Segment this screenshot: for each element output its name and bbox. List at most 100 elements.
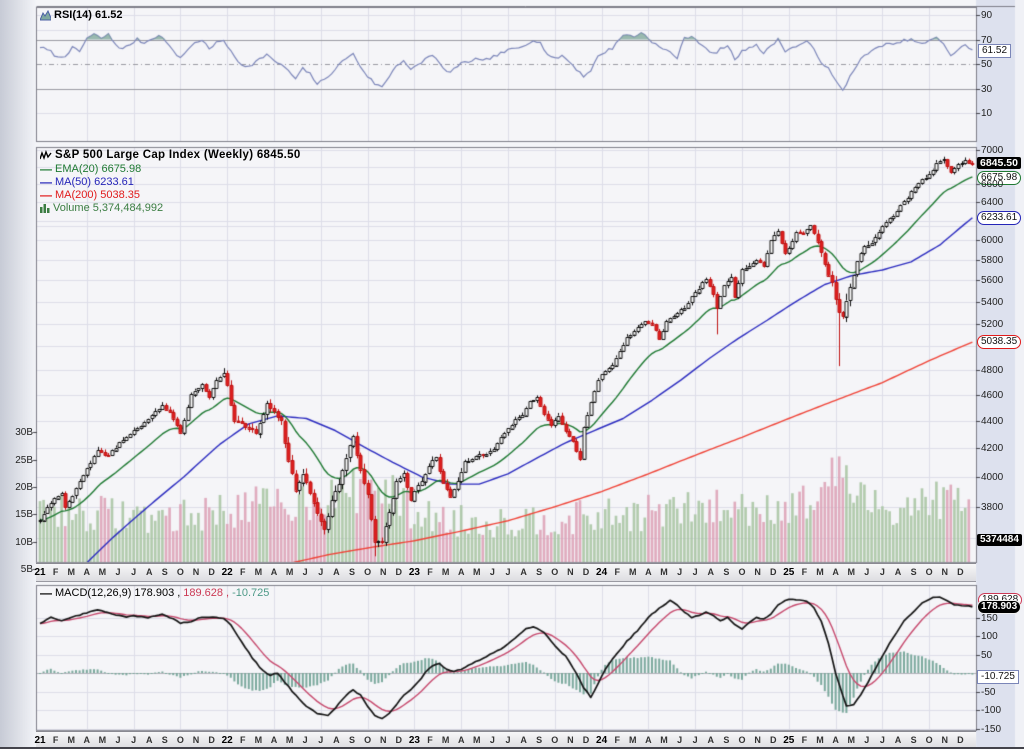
volume-axis-tick: 25B [15,454,33,466]
page-bottom-border [0,747,1024,749]
month-axis-label: D [395,735,403,745]
month-axis-label: M [254,735,263,745]
month-axis-label: F [427,567,433,577]
month-axis-label: O [176,735,184,745]
chart-type-icon [40,149,52,160]
volume-icon [40,204,50,213]
month-axis-label: M [67,567,75,577]
price-title-label: S&P 500 Large Cap Index (Weekly) 6845.50 [55,149,301,161]
macd-value-box: 178.903 [977,600,1022,614]
rsi-axis-tick: 90 [981,10,993,21]
month-axis-label: J [505,735,511,745]
year-axis-label: 24 [596,566,608,578]
month-axis-label: M [847,735,855,745]
month-axis-label: J [131,567,137,577]
macd-legend: — MACD(12,26,9) 178.903, 189.628, -10.72… [40,586,270,600]
month-axis-label: M [441,735,450,745]
month-axis-label: A [707,567,715,577]
ema20-legend: — EMA(20) 6675.98 [40,163,141,175]
rsi-legend-label: RSI(14) 61.52 [54,9,123,21]
month-axis-label: J [115,567,121,577]
ma200-legend: — MA(200) 5038.35 [40,189,140,201]
month-axis-label: S [348,567,356,577]
month-axis-label: S [723,735,730,745]
macd-axis-tick: -150 [981,723,1002,735]
month-axis-label: A [457,567,465,577]
month-axis-label: M [847,567,855,577]
month-axis-label: D [957,735,964,745]
price-axis-tick: 6400 [981,197,1004,209]
rsi-legend: RSI(14) 61.52 [40,9,122,21]
price-title: S&P 500 Large Cap Index (Weekly) 6845.50 [40,149,301,161]
month-axis-label: F [240,735,246,745]
ma50-legend: — MA(50) 6233.61 [40,176,134,188]
year-axis-label: 25 [783,566,795,578]
month-axis-label: O [364,735,372,745]
month-axis-label: J [302,567,308,577]
macd-axis-tick: -50 [981,686,996,698]
month-axis-label: J [692,735,698,745]
month-axis-label: D [208,567,215,577]
month-axis-label: O [176,567,184,577]
month-axis-label: O [925,735,933,745]
year-axis-label: 21 [34,566,46,578]
ma50-value-box: 6233.61 [977,211,1022,225]
month-axis-label: S [536,735,543,745]
macd-legend-name: MACD(12,26,9) [55,587,132,599]
month-axis-label: J [879,567,885,577]
volume-axis-tick: 5B [20,564,33,576]
macd-signal-value: 189.628 [183,587,224,599]
month-axis-label: A [333,735,340,745]
volume-value-box: 5374484 [977,534,1022,546]
month-axis-label: J [115,735,121,745]
price-axis-tick: 6600 [981,179,1004,191]
macd-hist-value: -10.725 [232,587,270,599]
month-axis-label: M [285,567,294,577]
month-axis-label: O [551,567,559,577]
price-axis-tick: 5800 [981,254,1004,266]
year-axis-label: 23 [408,734,420,746]
month-axis-label: D [769,735,777,745]
month-axis-label: A [894,735,902,745]
month-axis-label: N [379,567,387,577]
ma200-legend-label: MA(200) 5038.35 [55,189,140,201]
month-axis-label: F [240,567,246,577]
ema20-swatch: — [40,162,52,176]
indicator-icon [40,9,51,20]
month-axis-label: A [894,567,902,577]
month-axis-label: F [801,735,808,745]
month-axis-label: F [614,735,620,745]
ema20-value-box: 6675.98 [977,171,1022,185]
month-axis-label: S [161,567,168,577]
month-axis-label: M [816,735,824,745]
month-axis-label: J [318,567,324,577]
month-axis-label: M [629,567,637,577]
month-axis-label: M [660,567,668,577]
month-axis-label: M [816,567,824,577]
month-axis-label: O [551,735,559,745]
price-axis-tick: 6000 [981,235,1004,247]
month-axis-label: A [520,735,527,745]
price-axis-tick: 4000 [981,471,1004,483]
month-axis-label: S [910,567,917,577]
macd-legend-value: 178.903 [134,587,175,599]
volume-axis-tick: 10B [15,536,33,548]
month-axis-label: N [754,735,761,745]
volume-legend-label: Volume 5,374,484,992 [53,202,164,214]
month-axis-label: D [582,735,590,745]
ma200-value-box: 5038.35 [977,335,1022,349]
rsi-axis-tick: 10 [981,108,993,119]
month-axis-label: F [614,567,620,577]
price-axis-tick: 4600 [981,390,1004,402]
month-axis-label: A [707,735,715,745]
month-axis-label: J [489,735,495,745]
month-axis-label: J [677,567,683,577]
month-axis-label: A [145,735,153,745]
month-axis-label: M [98,735,107,745]
month-axis-label: O [738,735,746,745]
month-axis-label: N [567,567,574,577]
month-axis-label: N [192,735,200,745]
month-axis-label: F [52,735,59,745]
price-axis-tick: 7000 [981,145,1004,156]
